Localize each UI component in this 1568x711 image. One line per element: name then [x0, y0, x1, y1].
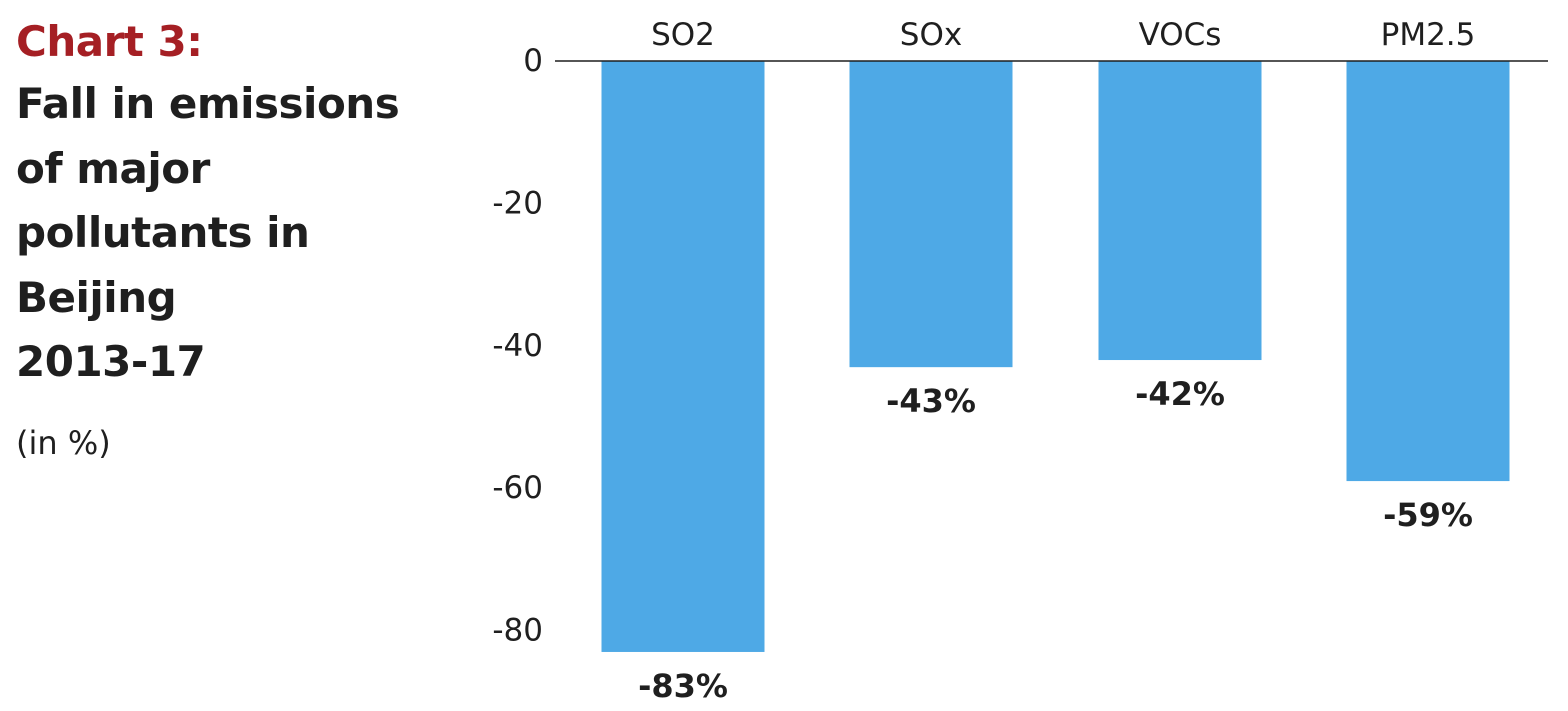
bar-vocs — [1098, 61, 1262, 361]
y-tick-label: 0 — [523, 43, 543, 79]
chart-title-line: pollutants in — [16, 208, 310, 257]
category-label: VOCs — [1139, 17, 1222, 53]
category-label: SOx — [900, 17, 962, 53]
y-tick-label: -20 — [492, 185, 543, 221]
data-label: -42% — [1135, 375, 1225, 413]
chart-title: Fall in emissions of major pollutants in… — [16, 72, 456, 395]
chart-label: Chart 3: — [16, 17, 203, 66]
chart-title-line: of major — [16, 143, 210, 193]
bar-pm25 — [1346, 61, 1510, 482]
data-label: -59% — [1383, 496, 1473, 534]
category-label: PM2.5 — [1381, 17, 1476, 53]
chart-title-line: Beijing — [16, 272, 177, 322]
title-block: Chart 3: Fall in emissions of major poll… — [16, 12, 456, 465]
chart-subtitle: (in %) — [16, 423, 111, 462]
chart-title-line: Fall in emissions — [16, 79, 400, 128]
y-tick-label: -60 — [492, 470, 543, 506]
y-tick-label: -40 — [492, 328, 543, 364]
category-label: SO2 — [651, 17, 715, 53]
bar-sox — [849, 61, 1013, 368]
chart-title-line: 2013-17 — [16, 337, 206, 386]
data-label: -43% — [886, 382, 976, 420]
data-label: -83% — [638, 667, 728, 705]
y-tick-label: -80 — [492, 613, 543, 649]
bar-so2 — [601, 61, 765, 652]
